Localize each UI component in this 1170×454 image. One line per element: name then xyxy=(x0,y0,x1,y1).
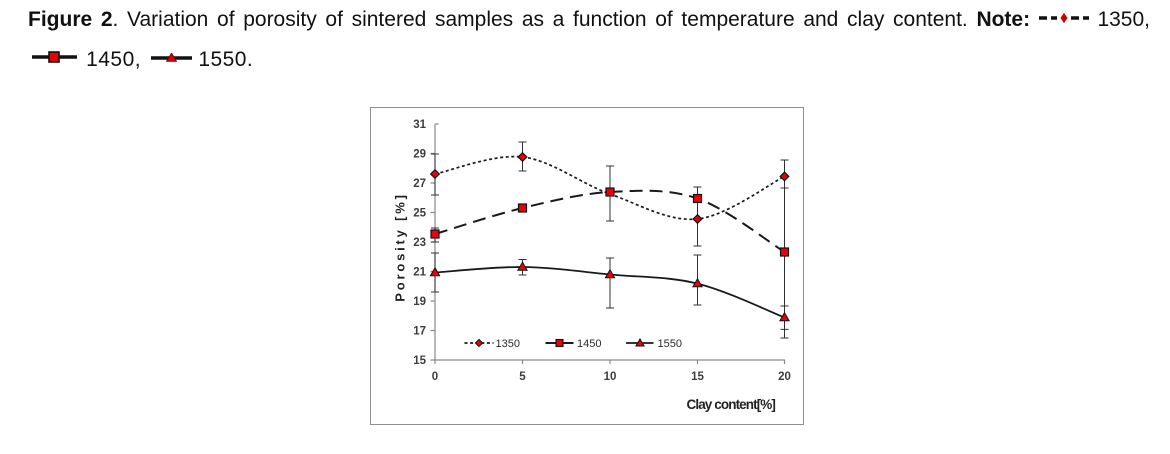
svg-text:29: 29 xyxy=(413,149,426,161)
svg-text:1550: 1550 xyxy=(658,338,682,350)
svg-text:5: 5 xyxy=(519,371,526,383)
svg-text:1350: 1350 xyxy=(496,338,520,350)
svg-text:25: 25 xyxy=(413,208,426,220)
svg-text:Clay content[%]: Clay content[%] xyxy=(687,397,776,412)
svg-text:21: 21 xyxy=(413,267,426,279)
svg-text:15: 15 xyxy=(691,371,704,383)
svg-text:1450: 1450 xyxy=(577,338,601,350)
svg-text:10: 10 xyxy=(604,371,617,383)
svg-text:31: 31 xyxy=(413,119,426,131)
svg-text:Porosity [%]: Porosity [%] xyxy=(393,192,408,301)
svg-text:27: 27 xyxy=(413,178,426,190)
svg-text:15: 15 xyxy=(413,355,426,367)
svg-text:23: 23 xyxy=(413,237,426,249)
svg-text:0: 0 xyxy=(432,371,438,383)
svg-text:17: 17 xyxy=(413,326,426,338)
svg-text:20: 20 xyxy=(778,371,791,383)
svg-text:19: 19 xyxy=(413,296,426,308)
